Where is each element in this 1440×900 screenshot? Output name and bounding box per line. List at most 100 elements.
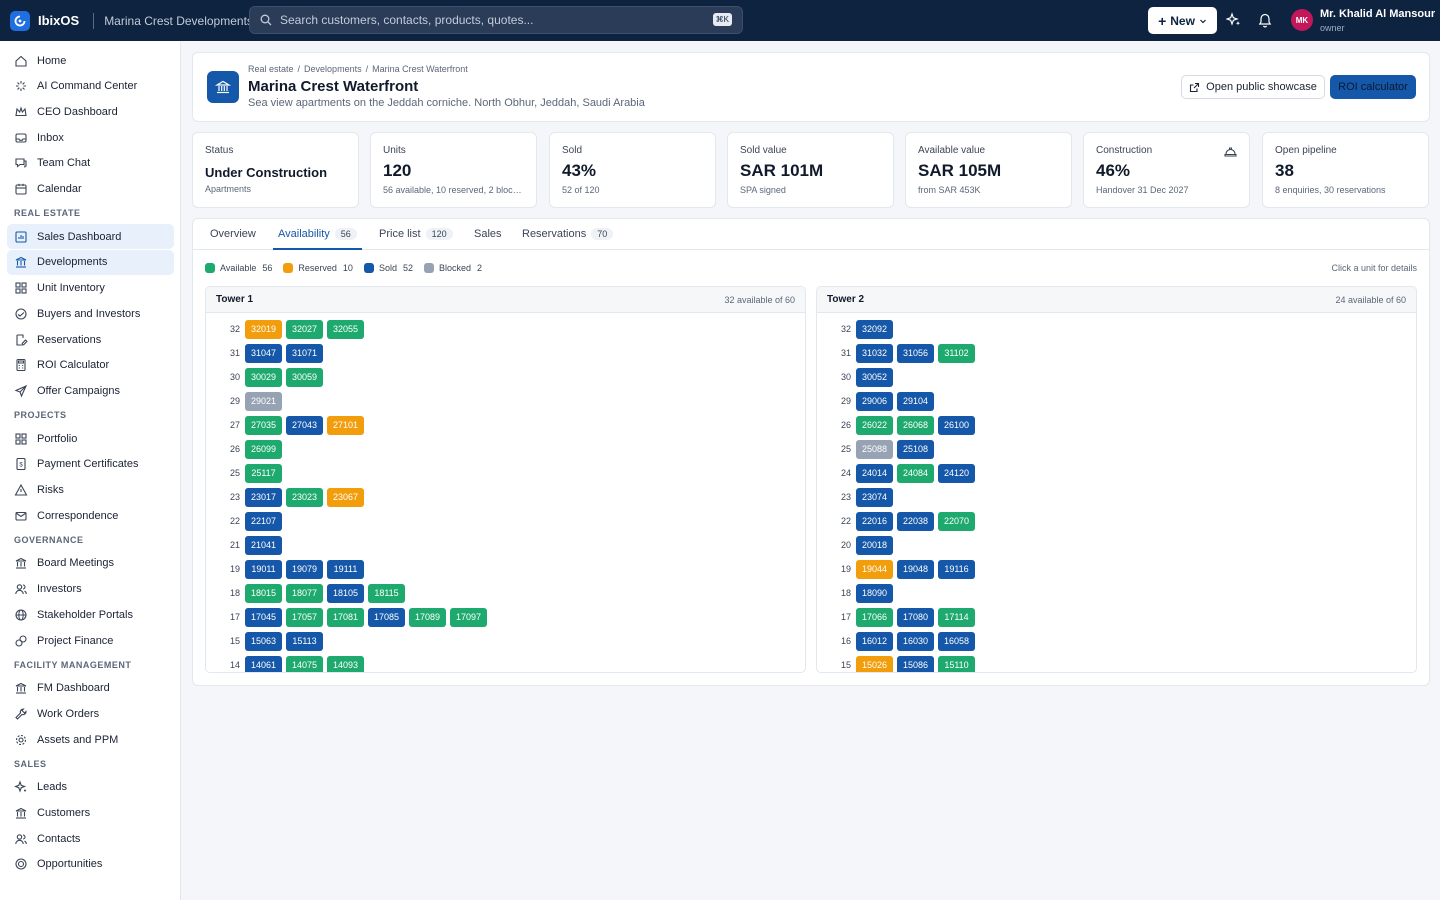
unit-sold[interactable]: 29104 <box>897 391 934 411</box>
unit-sold[interactable]: 16012 <box>856 631 893 651</box>
unit-available[interactable]: 32055 <box>327 319 364 339</box>
unit-sold[interactable]: 32092 <box>856 319 893 339</box>
unit-sold[interactable]: 17045 <box>245 607 282 627</box>
global-search[interactable]: Search customers, contacts, products, qu… <box>249 6 743 34</box>
unit-sold[interactable]: 16058 <box>938 631 975 651</box>
sidebar-item-contacts[interactable]: Contacts <box>7 826 174 851</box>
unit-sold[interactable]: 22016 <box>856 511 893 531</box>
unit-sold[interactable]: 22038 <box>897 511 934 531</box>
unit-sold[interactable]: 27043 <box>286 415 323 435</box>
unit-sold[interactable]: 23017 <box>245 487 282 507</box>
ai-sparkle-icon[interactable] <box>1225 11 1243 29</box>
sidebar-item-work-orders[interactable]: Work Orders <box>7 701 174 726</box>
sidebar-item-assets-and-ppm[interactable]: Assets and PPM <box>7 727 174 752</box>
sidebar-item-ceo-dashboard[interactable]: CEO Dashboard <box>7 99 174 124</box>
search-input[interactable]: Search customers, contacts, products, qu… <box>280 13 534 27</box>
unit-available[interactable]: 26099 <box>245 439 282 459</box>
unit-sold[interactable]: 14061 <box>245 655 282 672</box>
unit-available[interactable]: 30029 <box>245 367 282 387</box>
sidebar-item-stakeholder-portals[interactable]: Stakeholder Portals <box>7 602 174 627</box>
unit-sold[interactable]: 25108 <box>897 439 934 459</box>
sidebar-item-developments[interactable]: Developments <box>7 249 174 275</box>
unit-sold[interactable]: 19011 <box>245 559 282 579</box>
unit-available[interactable]: 14093 <box>327 655 364 672</box>
open-public-showcase-button[interactable]: Open public showcase <box>1181 75 1325 99</box>
unit-available[interactable]: 17089 <box>409 607 446 627</box>
unit-available[interactable]: 25117 <box>245 463 282 483</box>
sidebar-item-fm-dashboard[interactable]: FM Dashboard <box>7 676 174 701</box>
unit-available[interactable]: 27035 <box>245 415 282 435</box>
bell-icon[interactable] <box>1256 11 1274 29</box>
sidebar-item-unit-inventory[interactable]: Unit Inventory <box>7 276 174 301</box>
unit-available[interactable]: 26022 <box>856 415 893 435</box>
sidebar-item-opportunities[interactable]: Opportunities <box>7 852 174 877</box>
sidebar-item-offer-campaigns[interactable]: Offer Campaigns <box>7 378 174 403</box>
unit-sold[interactable]: 26100 <box>938 415 975 435</box>
unit-available[interactable]: 22070 <box>938 511 975 531</box>
unit-available[interactable]: 18015 <box>245 583 282 603</box>
unit-sold[interactable]: 29006 <box>856 391 893 411</box>
unit-sold[interactable]: 18090 <box>856 583 893 603</box>
unit-available[interactable]: 17081 <box>327 607 364 627</box>
unit-blocked[interactable]: 29021 <box>245 391 282 411</box>
unit-sold[interactable]: 23074 <box>856 487 893 507</box>
unit-available[interactable]: 17066 <box>856 607 893 627</box>
sidebar-item-correspondence[interactable]: Correspondence <box>7 503 174 528</box>
sidebar-item-portfolio[interactable]: Portfolio <box>7 426 174 451</box>
unit-sold[interactable]: 19111 <box>327 559 364 579</box>
sidebar-item-buyers-and-investors[interactable]: Buyers and Investors <box>7 301 174 326</box>
unit-sold[interactable]: 18105 <box>327 583 364 603</box>
unit-available[interactable]: 17057 <box>286 607 323 627</box>
sidebar-item-payment-certificates[interactable]: $ Payment Certificates <box>7 452 174 477</box>
unit-available[interactable]: 17097 <box>450 607 487 627</box>
sidebar-item-sales-dashboard[interactable]: Sales Dashboard <box>7 224 174 250</box>
app-logo[interactable]: IbixOS <box>10 10 79 31</box>
tab-reservations[interactable]: Reservations 70 <box>522 228 614 240</box>
unit-reserved[interactable]: 27101 <box>327 415 364 435</box>
unit-sold[interactable]: 31071 <box>286 343 323 363</box>
unit-available[interactable]: 17114 <box>938 607 975 627</box>
unit-sold[interactable]: 16030 <box>897 631 934 651</box>
unit-available[interactable]: 15110 <box>938 655 975 672</box>
roi-calculator-button[interactable]: ROI calculator <box>1330 75 1416 99</box>
sidebar-item-customers[interactable]: Customers <box>7 801 174 826</box>
unit-sold[interactable]: 15113 <box>286 631 323 651</box>
sidebar-item-leads[interactable]: Leads <box>7 775 174 800</box>
unit-available[interactable]: 14075 <box>286 655 323 672</box>
unit-reserved[interactable]: 32019 <box>245 319 282 339</box>
unit-sold[interactable]: 24120 <box>938 463 975 483</box>
unit-sold[interactable]: 17085 <box>368 607 405 627</box>
unit-sold[interactable]: 17080 <box>897 607 934 627</box>
unit-sold[interactable]: 31047 <box>245 343 282 363</box>
unit-sold[interactable]: 22107 <box>245 511 282 531</box>
sidebar-item-roi-calculator[interactable]: ROI Calculator <box>7 353 174 378</box>
organization-name[interactable]: Marina Crest Developments <box>104 13 253 28</box>
sidebar-item-calendar[interactable]: Calendar <box>7 177 174 202</box>
breadcrumb-real-estate[interactable]: Real estate <box>248 64 294 74</box>
unit-reserved[interactable]: 15026 <box>856 655 893 672</box>
tab-overview[interactable]: Overview <box>210 228 256 240</box>
unit-available[interactable]: 18077 <box>286 583 323 603</box>
unit-sold[interactable]: 31032 <box>856 343 893 363</box>
sidebar-item-investors[interactable]: Investors <box>7 577 174 602</box>
unit-available[interactable]: 18115 <box>368 583 405 603</box>
unit-available[interactable]: 24084 <box>897 463 934 483</box>
tab-sales[interactable]: Sales <box>474 228 502 240</box>
tab-price-list[interactable]: Price list 120 <box>379 228 453 240</box>
sidebar-item-reservations[interactable]: Reservations <box>7 327 174 352</box>
unit-blocked[interactable]: 25088 <box>856 439 893 459</box>
unit-sold[interactable]: 19079 <box>286 559 323 579</box>
sidebar-item-project-finance[interactable]: Project Finance <box>7 628 174 653</box>
breadcrumb-developments[interactable]: Developments <box>304 64 362 74</box>
new-button[interactable]: + New <box>1148 7 1217 34</box>
sidebar-item-inbox[interactable]: Inbox <box>7 125 174 150</box>
unit-sold[interactable]: 20018 <box>856 535 893 555</box>
unit-available[interactable]: 26068 <box>897 415 934 435</box>
unit-reserved[interactable]: 19044 <box>856 559 893 579</box>
unit-available[interactable]: 30059 <box>286 367 323 387</box>
sidebar-item-risks[interactable]: Risks <box>7 478 174 503</box>
unit-sold[interactable]: 30052 <box>856 367 893 387</box>
unit-sold[interactable]: 31056 <box>897 343 934 363</box>
user-name[interactable]: Mr. Khalid Al Mansour <box>1320 8 1436 20</box>
unit-sold[interactable]: 15063 <box>245 631 282 651</box>
